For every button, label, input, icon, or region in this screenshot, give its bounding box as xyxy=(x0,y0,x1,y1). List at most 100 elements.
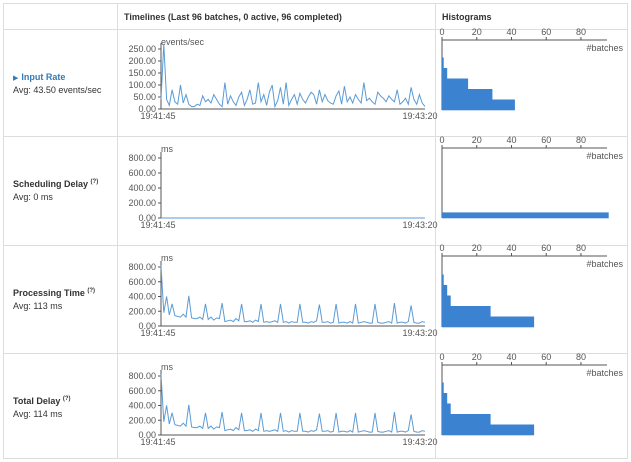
histogram-bar xyxy=(442,306,491,317)
timeline-y-tick-label: 0.00 xyxy=(138,321,156,331)
processing-time-avg: Avg: 113 ms xyxy=(13,301,63,311)
input-rate-title[interactable]: ▶ Input Rate xyxy=(13,72,101,82)
timeline-y-tick-label: 0.00 xyxy=(138,213,156,223)
timeline-y-tick-label: 50.00 xyxy=(133,92,156,102)
table-border-top xyxy=(3,3,628,4)
histogram-bar xyxy=(442,89,493,100)
timeline-unit-label: events/sec xyxy=(161,37,205,47)
timeline-x-start-label: 19:41:45 xyxy=(140,111,175,121)
table-border-left xyxy=(3,3,4,459)
timeline-y-tick-label: 200.00 xyxy=(128,56,156,66)
histogram-axis-label: #batches xyxy=(586,43,623,53)
timeline-unit-label: ms xyxy=(161,253,173,263)
timeline-y-tick-label: 600.00 xyxy=(128,386,156,396)
histogram-tick-label: 0 xyxy=(439,352,444,362)
histogram-bar xyxy=(442,382,444,394)
total-delay-metric: Total Delay (?) Avg: 114 ms xyxy=(13,396,71,419)
histogram-tick-label: 40 xyxy=(506,27,516,37)
histogram-tick-label: 80 xyxy=(576,135,586,145)
table-divider-timeline xyxy=(435,3,436,459)
timeline-y-tick-label: 250.00 xyxy=(128,44,156,54)
histogram-tick-label: 0 xyxy=(439,135,444,145)
histograms-header: Histograms xyxy=(442,12,492,22)
histogram-bar xyxy=(442,393,448,404)
histogram-tick-label: 80 xyxy=(576,27,586,37)
histogram-tick-label: 40 xyxy=(506,352,516,362)
scheduling-delay-title: Scheduling Delay xyxy=(13,179,89,189)
caret-right-icon: ▶ xyxy=(13,75,19,82)
histogram-axis-label: #batches xyxy=(586,259,623,269)
histogram-tick-label: 80 xyxy=(576,243,586,253)
input-rate-avg: Avg: 43.50 events/sec xyxy=(13,85,102,95)
help-icon[interactable]: (?) xyxy=(62,396,71,402)
input-rate-metric: ▶ Input Rate Avg: 43.50 events/sec xyxy=(13,72,101,95)
timeline-y-tick-label: 800.00 xyxy=(128,153,156,163)
timeline-y-tick-label: 400.00 xyxy=(128,292,156,302)
total-delay-avg: Avg: 114 ms xyxy=(13,409,63,419)
histogram-axis-label: #batches xyxy=(586,151,623,161)
histogram-bar xyxy=(442,57,444,69)
histogram-tick-label: 20 xyxy=(472,135,482,145)
timeline-unit-label: ms xyxy=(161,362,173,372)
timeline-y-tick-label: 0.00 xyxy=(138,104,156,114)
histogram-bar xyxy=(442,424,535,436)
input-rate-link[interactable]: Input Rate xyxy=(21,72,66,82)
histogram-bar xyxy=(442,68,448,79)
timeline-x-start-label: 19:41:45 xyxy=(140,437,175,447)
histogram-tick-label: 40 xyxy=(506,135,516,145)
histogram-tick-label: 40 xyxy=(506,243,516,253)
timeline-x-end-label: 19:43:20 xyxy=(402,111,437,121)
histogram-tick-label: 0 xyxy=(439,27,444,37)
histogram-tick-label: 20 xyxy=(472,27,482,37)
histogram-bar xyxy=(442,295,451,307)
histogram-tick-label: 0 xyxy=(439,243,444,253)
histogram-tick-label: 60 xyxy=(541,135,551,145)
timeline-y-tick-label: 800.00 xyxy=(128,262,156,272)
timeline-y-tick-label: 200.00 xyxy=(128,306,156,316)
histogram-axis-label: #batches xyxy=(586,368,623,378)
timeline-series-line xyxy=(160,265,426,324)
timeline-y-tick-label: 600.00 xyxy=(128,168,156,178)
table-border-bottom xyxy=(3,458,628,459)
histogram-tick-label: 20 xyxy=(472,352,482,362)
timeline-y-tick-label: 150.00 xyxy=(128,68,156,78)
histogram-bar xyxy=(442,78,469,90)
scheduling-delay-avg: Avg: 0 ms xyxy=(13,192,53,202)
row-divider-3 xyxy=(3,353,628,354)
histogram-tick-label: 60 xyxy=(541,243,551,253)
histogram-bar xyxy=(442,285,448,296)
timeline-x-end-label: 19:43:20 xyxy=(402,220,437,230)
total-delay-title: Total Delay xyxy=(13,396,61,406)
scheduling-delay-metric: Scheduling Delay (?) Avg: 0 ms xyxy=(13,179,98,202)
timeline-x-end-label: 19:43:20 xyxy=(402,437,437,447)
timeline-y-tick-label: 0.00 xyxy=(138,430,156,440)
timelines-header: Timelines (Last 96 batches, 0 active, 96… xyxy=(124,12,342,22)
histogram-bar xyxy=(442,414,491,425)
timeline-y-tick-label: 400.00 xyxy=(128,401,156,411)
row-divider-1 xyxy=(3,136,628,137)
help-icon[interactable]: (?) xyxy=(87,288,96,294)
streaming-statistics-table: Timelines (Last 96 batches, 0 active, 96… xyxy=(3,3,628,459)
histogram-bar xyxy=(442,274,444,286)
histogram-bar xyxy=(442,403,451,415)
histogram-tick-label: 20 xyxy=(472,243,482,253)
timeline-y-tick-label: 600.00 xyxy=(128,277,156,287)
header-divider xyxy=(3,29,628,30)
processing-time-metric: Processing Time (?) Avg: 113 ms xyxy=(13,288,95,311)
table-divider-metric xyxy=(117,3,118,459)
histogram-tick-label: 80 xyxy=(576,352,586,362)
timeline-x-end-label: 19:43:20 xyxy=(402,328,437,338)
histogram-bar xyxy=(442,99,515,111)
table-border-right xyxy=(627,3,628,459)
timeline-unit-label: ms xyxy=(161,144,173,154)
histogram-tick-label: 60 xyxy=(541,27,551,37)
timeline-series-line xyxy=(160,44,426,109)
timeline-y-tick-label: 400.00 xyxy=(128,183,156,193)
timeline-y-tick-label: 100.00 xyxy=(128,80,156,90)
row-divider-2 xyxy=(3,245,628,246)
histogram-tick-label: 60 xyxy=(541,352,551,362)
help-icon[interactable]: (?) xyxy=(90,179,99,185)
histogram-bar xyxy=(442,316,535,328)
processing-time-title: Processing Time xyxy=(13,288,85,298)
